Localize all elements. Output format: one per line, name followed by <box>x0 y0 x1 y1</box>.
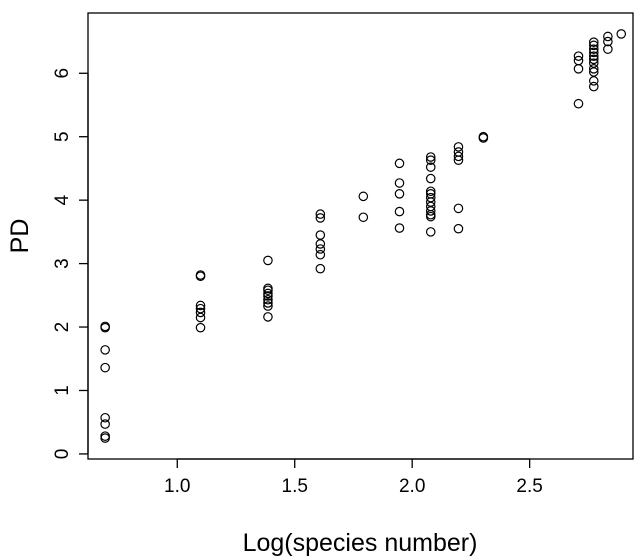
data-point <box>425 192 436 203</box>
data-point <box>394 189 405 199</box>
y-tick-label: 2 <box>52 322 73 333</box>
data-point <box>425 189 436 199</box>
data-point <box>100 345 110 355</box>
data-point <box>573 64 584 74</box>
y-axis-title: PD <box>6 219 34 254</box>
data-point <box>315 209 326 219</box>
y-tick-label: 3 <box>52 258 73 269</box>
x-axis: 1.0 1.5 2.0 2.5 <box>164 458 543 497</box>
data-point <box>588 47 599 58</box>
data-point <box>358 191 369 202</box>
x-tick-label: 1.0 <box>164 476 190 497</box>
data-point <box>478 131 489 142</box>
data-point <box>603 31 613 42</box>
data-point <box>588 40 599 51</box>
data-point <box>588 64 599 74</box>
data-point <box>603 36 613 47</box>
data-point <box>315 244 326 254</box>
data-point <box>263 301 273 311</box>
data-point <box>573 55 584 66</box>
data-point <box>425 173 436 184</box>
y-tick-label: 1 <box>52 385 73 396</box>
data-point <box>588 54 599 65</box>
data-point <box>195 322 206 333</box>
data-point <box>573 51 584 61</box>
data-point <box>616 29 627 39</box>
data-point <box>100 419 110 429</box>
data-point <box>588 81 599 92</box>
data-point <box>573 98 584 109</box>
data-point <box>453 151 464 162</box>
data-point <box>453 147 464 157</box>
data-point <box>315 239 326 249</box>
y-tick-label: 6 <box>52 68 73 79</box>
data-point <box>315 213 326 223</box>
data-point <box>195 307 206 318</box>
x-tick-label: 2.5 <box>516 476 542 497</box>
data-point <box>315 249 326 260</box>
data-point <box>263 283 273 294</box>
data-point <box>100 362 110 373</box>
data-point <box>588 37 599 47</box>
data-point <box>588 51 599 61</box>
data-point <box>100 433 110 443</box>
data-point <box>315 263 326 274</box>
y-tick-label: 5 <box>52 131 73 142</box>
data-point <box>100 321 110 332</box>
data-point <box>195 270 206 280</box>
data-point <box>263 294 273 305</box>
data-point <box>358 212 369 223</box>
data-point <box>195 303 206 314</box>
data-point <box>394 206 405 217</box>
data-point <box>603 44 613 54</box>
data-point <box>263 298 273 308</box>
data-point <box>425 186 436 197</box>
data-point <box>453 203 464 214</box>
data-point <box>425 155 436 165</box>
data-point <box>588 44 599 54</box>
data-point <box>425 227 436 237</box>
data-point <box>588 58 599 68</box>
data-point <box>394 178 405 188</box>
data-point <box>425 162 436 172</box>
plot-frame <box>87 12 634 460</box>
data-point <box>394 223 405 233</box>
y-tick-label: 0 <box>52 449 73 460</box>
y-axis: 0 1 2 3 4 5 6 <box>52 68 89 460</box>
data-points <box>100 29 627 443</box>
data-point <box>263 291 273 301</box>
x-axis-title: Log(species number) <box>243 529 478 557</box>
x-tick-label: 2.0 <box>399 476 425 497</box>
data-point <box>425 152 436 162</box>
x-tick-label: 1.5 <box>282 476 308 497</box>
data-point <box>263 312 273 322</box>
data-point <box>263 288 273 299</box>
data-point <box>100 412 110 423</box>
data-point <box>453 142 464 152</box>
data-point <box>588 76 599 86</box>
data-point <box>394 158 405 169</box>
y-tick-label: 4 <box>52 194 73 205</box>
data-point <box>100 431 110 441</box>
data-point <box>195 300 206 311</box>
data-point <box>263 255 273 266</box>
data-point <box>315 230 326 240</box>
data-point <box>453 223 464 234</box>
